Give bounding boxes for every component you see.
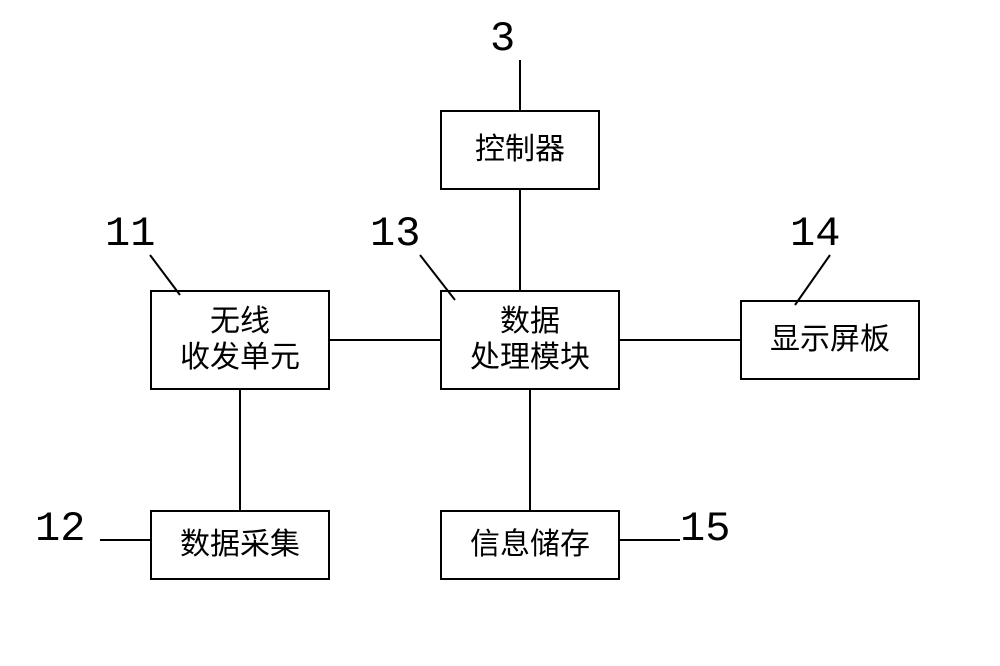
data-collect-box: 数据采集 xyxy=(150,510,330,580)
data-proc-label: 数据 处理模块 xyxy=(470,304,590,376)
wireless-box: 无线 收发单元 xyxy=(150,290,330,390)
controller-label: 控制器 xyxy=(475,132,565,168)
edge-dataproc-display xyxy=(620,339,740,341)
info-storage-box: 信息储存 xyxy=(440,510,620,580)
edge-controller-dataproc xyxy=(519,190,521,290)
controller-box: 控制器 xyxy=(440,110,600,190)
display-label: 显示屏板 xyxy=(770,322,890,358)
label-3: 3 xyxy=(490,15,515,63)
label-13: 13 xyxy=(370,210,420,258)
label-15: 15 xyxy=(680,505,730,553)
wireless-label: 无线 收发单元 xyxy=(180,304,300,376)
info-storage-label: 信息储存 xyxy=(470,527,590,563)
label-11: 11 xyxy=(105,210,155,258)
display-box: 显示屏板 xyxy=(740,300,920,380)
edge-num3-controller xyxy=(519,60,521,110)
label-14: 14 xyxy=(790,210,840,258)
edge-dataproc-infostorage xyxy=(529,390,531,510)
data-proc-box: 数据 处理模块 xyxy=(440,290,620,390)
edge-wireless-dataproc xyxy=(330,339,440,341)
label-12: 12 xyxy=(35,505,85,553)
data-collect-label: 数据采集 xyxy=(180,527,300,563)
edge-wireless-datacollect xyxy=(239,390,241,510)
